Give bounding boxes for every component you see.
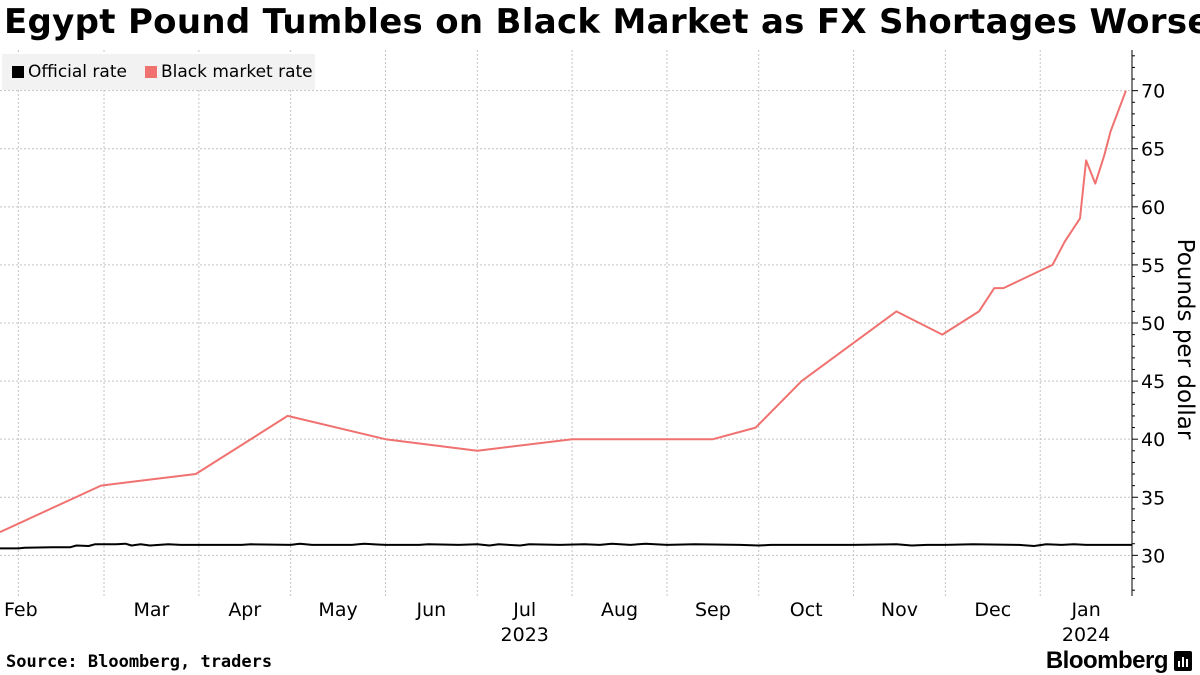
series-black-market-rate	[0, 90, 1127, 534]
x-tick-label: Jul	[512, 599, 536, 621]
source-note: Source: Bloomberg, traders	[6, 652, 273, 672]
x-tick-label: Apr	[228, 599, 261, 621]
x-tick-label: Feb	[4, 599, 38, 621]
year-label: 2024	[1062, 624, 1110, 646]
x-tick-label: Sep	[695, 599, 731, 621]
year-label: 2023	[501, 624, 549, 646]
legend-swatch-black-market	[144, 66, 157, 78]
x-tick-label: Mar	[134, 599, 170, 621]
legend-label-black-market: Black market rate	[160, 62, 313, 82]
y-tick-label: 70	[1141, 81, 1165, 103]
y-axis: 30 35 40 45 50 55 60 65 70	[1131, 50, 1165, 596]
bloomberg-badge-icon	[1174, 651, 1192, 671]
x-tick-label: May	[318, 599, 357, 621]
x-tick-label: Aug	[601, 599, 638, 621]
legend-item-black-market: Black market rate	[144, 62, 313, 82]
series-lines	[0, 90, 1132, 550]
legend-label-official: Official rate	[28, 62, 127, 82]
legend: Official rate Black market rate	[2, 54, 315, 90]
y-tick-label: 55	[1141, 255, 1165, 277]
y-axis-label: Pounds per dollar	[1172, 239, 1198, 440]
x-axis-tick-labels: FebMarAprMayJunJulAugSepOctNovDecJanFeb2…	[4, 599, 1110, 646]
x-tick-label: Jun	[416, 599, 447, 621]
x-tick-label: Dec	[974, 599, 1011, 621]
y-tick-label: 40	[1141, 429, 1165, 451]
x-tick-label: Oct	[790, 599, 823, 621]
y-tick-label: 30	[1141, 545, 1165, 567]
gridlines	[0, 50, 1132, 596]
y-tick-label: 35	[1141, 487, 1165, 509]
y-tick-label: 50	[1141, 313, 1165, 335]
y-tick-label: 60	[1141, 197, 1165, 219]
x-tick-label: Nov	[881, 599, 918, 621]
series-official-rate	[0, 542, 1132, 550]
bloomberg-logo: Bloomberg	[1046, 647, 1192, 675]
brand-name: Bloomberg	[1045, 647, 1169, 674]
x-tick-label: Jan	[1070, 599, 1100, 621]
chart-title: Egypt Pound Tumbles on Black Market as F…	[4, 2, 1200, 42]
y-tick-label: 45	[1141, 371, 1165, 393]
legend-item-official: Official rate	[12, 62, 127, 82]
y-tick-label: 65	[1141, 139, 1165, 161]
legend-swatch-official	[12, 66, 24, 78]
